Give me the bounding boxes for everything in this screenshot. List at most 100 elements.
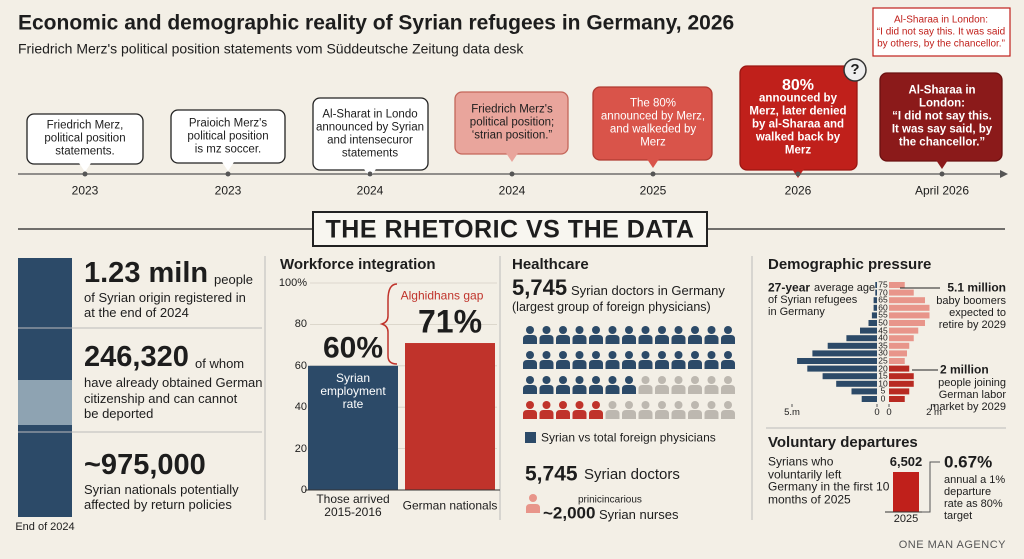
stat-text: German labor	[938, 388, 1006, 401]
person-icon	[539, 360, 554, 369]
bubble-text: Merz, later denied	[749, 105, 847, 118]
timeline-dot	[795, 171, 801, 177]
person-icon	[575, 401, 584, 409]
bubble-text: Praioich Merz's	[188, 117, 268, 130]
person-icon	[539, 335, 554, 344]
pyramid-bar	[889, 373, 914, 380]
y-tick-label: 55	[878, 309, 888, 320]
stat-number: ~2,000	[543, 503, 596, 523]
bubble-tail	[506, 153, 518, 162]
person-icon	[556, 385, 570, 394]
person-icon	[655, 410, 669, 419]
bubble-text: announced by	[759, 92, 837, 105]
section-heading: Demographic pressure	[768, 255, 932, 273]
annotation: Alghidhans gap	[400, 288, 484, 303]
x-tick-label: 0	[886, 406, 892, 418]
pyramid-bar	[861, 396, 877, 402]
stat-text: at the end of 2024	[84, 304, 189, 320]
person-icon	[523, 335, 537, 344]
stat-number: 2 million	[940, 362, 989, 377]
gap-bracket	[379, 283, 398, 365]
bubble-text: It was say said, by	[891, 123, 993, 136]
y-tick-label: 10	[878, 378, 888, 389]
stat-text: expected to	[949, 306, 1006, 319]
stat-text: average age	[814, 281, 876, 294]
person-icon	[671, 385, 686, 394]
stat-number: 1.23 miln	[84, 257, 209, 290]
y-tick-label: 65	[878, 294, 888, 305]
stat-number: 5.1 million	[947, 280, 1006, 295]
bar	[405, 343, 495, 490]
person-icon	[542, 401, 551, 409]
person-icon	[691, 326, 699, 334]
person-icon	[589, 335, 603, 344]
y-tick-label: 100%	[278, 276, 307, 289]
person-icon	[589, 385, 603, 394]
pyramid-bar	[822, 373, 877, 380]
x-tick-label: German nationals	[402, 498, 498, 513]
pyramid-bar	[836, 380, 877, 387]
person-icon	[707, 326, 716, 334]
person-icon	[622, 335, 636, 344]
stat-text: target	[944, 509, 973, 522]
person-icon	[638, 410, 653, 419]
section-title: THE RHETORIC VS THE DATA	[325, 215, 695, 244]
population-bar	[18, 380, 72, 425]
person-icon	[688, 410, 702, 419]
bubble-text: ‘strian position.”	[471, 129, 553, 142]
person-icon	[625, 376, 633, 384]
y-tick-label: 0	[880, 393, 886, 404]
bubble-text: political position;	[469, 116, 555, 129]
timeline-year: 2023	[214, 183, 242, 198]
stat-text: affected by return policies	[84, 496, 232, 512]
bubble-text: statements	[341, 147, 399, 160]
note-text: Al-Sharaa in London:	[894, 14, 988, 26]
stat-suffix: people	[214, 271, 254, 287]
stat-number: ~975,000	[84, 449, 206, 482]
person-icon	[523, 360, 537, 369]
pyramid-bar	[851, 388, 877, 395]
person-icon	[674, 401, 683, 409]
person-icon	[691, 401, 699, 409]
pyramid-bar	[889, 335, 914, 342]
person-icon	[707, 351, 716, 359]
stat-text: Syrian doctors	[584, 465, 680, 483]
pyramid-bar	[871, 312, 877, 319]
person-icon	[641, 376, 650, 384]
pyramid-bar	[889, 297, 925, 304]
stat-number: 246,320	[84, 341, 189, 374]
value-label: 6,502	[889, 453, 923, 469]
population-bar	[18, 425, 72, 517]
stat-text: have already obtained German	[84, 374, 263, 390]
person-icon	[671, 335, 686, 344]
y-tick-label: 40	[878, 332, 888, 343]
stat-number: 5,745	[525, 462, 578, 486]
person-icon	[641, 326, 650, 334]
chart-title: Workforce integration	[280, 255, 436, 273]
person-icon	[608, 351, 617, 359]
pyramid-bar	[860, 327, 877, 334]
stat-text: Syrian doctors in Germany	[571, 282, 725, 298]
pyramid-bar	[846, 335, 877, 342]
x-tick-label: 2 m	[926, 406, 942, 418]
person-icon	[721, 335, 735, 344]
pyramid-bar	[889, 380, 914, 387]
person-icon	[658, 401, 666, 409]
pyramid-bar	[873, 297, 877, 304]
person-icon	[622, 360, 636, 369]
section-heading: Voluntary departures	[768, 433, 918, 451]
person-icon	[704, 385, 719, 394]
person-icon	[724, 326, 732, 334]
person-icon	[625, 401, 633, 409]
pyramid-bar	[889, 320, 925, 326]
stat-text: of Syrian refugees	[768, 293, 858, 306]
bubble-text: the chancellor.”	[898, 136, 986, 149]
stat-text: be deported	[84, 405, 154, 421]
x-tick-label: Those arrived 2015-2016	[316, 491, 390, 519]
y-tick-label: 20	[878, 362, 888, 373]
value-label: 71%	[417, 303, 483, 340]
stat-text: Syrian nationals potentially	[84, 481, 239, 497]
pyramid-bar	[807, 365, 877, 372]
note-text: by others, by the chancellor.”	[877, 38, 1005, 50]
